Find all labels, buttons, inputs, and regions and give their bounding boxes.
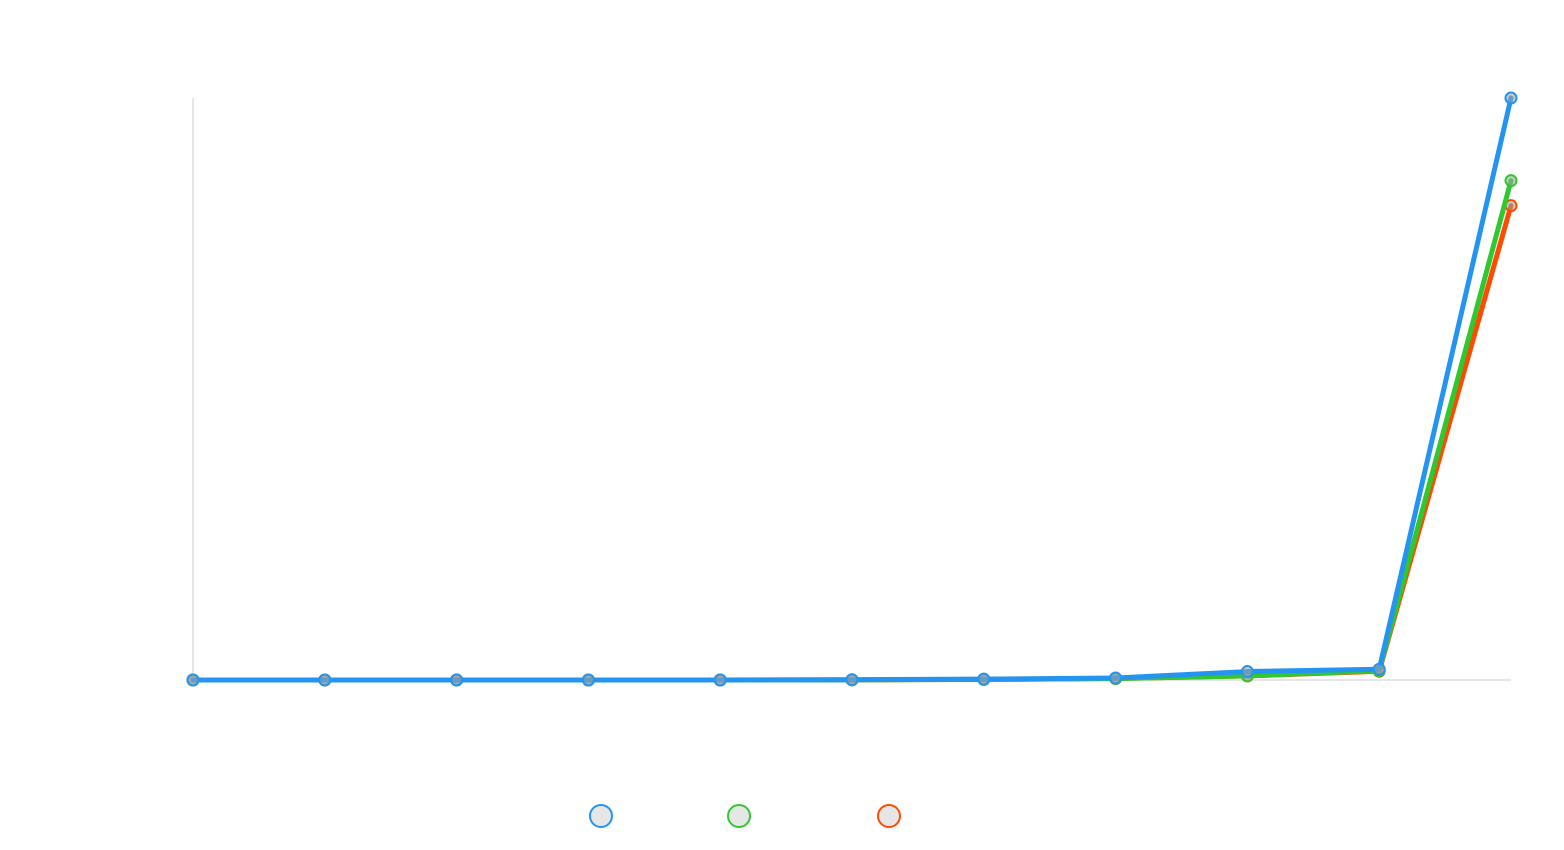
series-1-point [1109,671,1123,685]
series-1-line [190,95,1514,683]
legend-marker-3 [877,804,901,828]
series-3 [186,199,1518,687]
series-2-point [1504,174,1518,188]
series-1-point [581,673,595,687]
series-1-point [1372,662,1386,676]
series-1 [186,91,1518,687]
series-1-point [186,673,200,687]
series-1-point [1240,665,1254,679]
series-1-point [318,673,332,687]
series-1-point [845,673,859,687]
series-1-point [450,673,464,687]
series-2-line [190,178,1514,683]
series-1-point [713,673,727,687]
legend [589,804,901,828]
series-1-point [977,672,991,686]
legend-marker-2 [727,804,751,828]
series-1-point [1504,91,1518,105]
legend-marker-1 [589,804,613,828]
series-2 [186,174,1518,687]
series-3-line [190,203,1514,683]
